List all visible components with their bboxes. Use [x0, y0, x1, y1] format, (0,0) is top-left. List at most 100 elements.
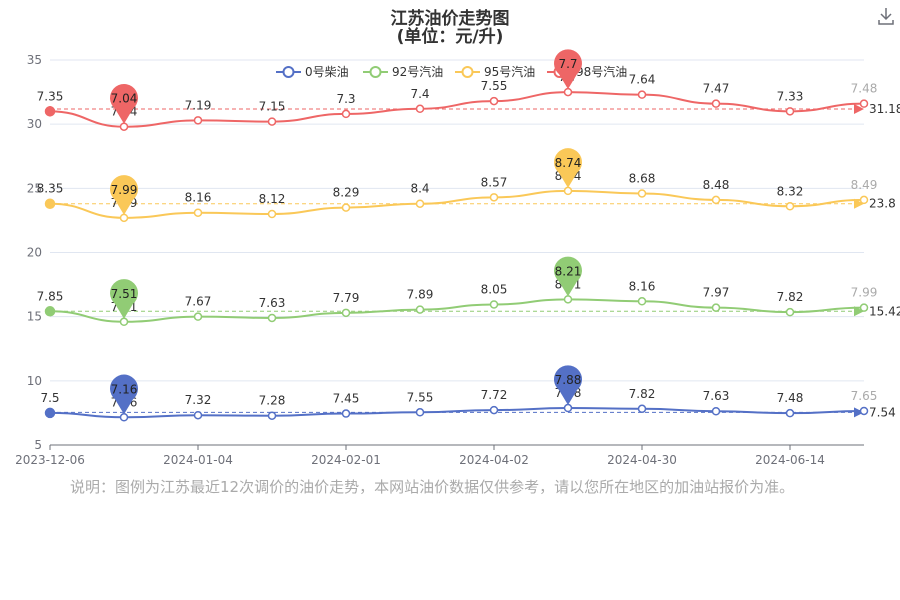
average-line-arrow [854, 407, 864, 418]
data-label: 7.48 [777, 391, 804, 405]
data-point [44, 198, 56, 209]
data-label: 7.85 [37, 289, 64, 303]
data-point [785, 307, 795, 317]
data-point [563, 295, 573, 304]
legend-item[interactable]: 0号柴油 [276, 65, 349, 79]
data-point [267, 411, 277, 420]
data-point [193, 116, 203, 125]
min-marker: 7.16 [110, 374, 138, 415]
x-tick-label: 2024-02-01 [311, 453, 381, 467]
data-label: 7.89 [407, 288, 434, 302]
data-label: 8.16 [185, 191, 212, 205]
data-label: 7.72 [481, 388, 508, 402]
data-label: 7.45 [333, 392, 360, 406]
data-label: 7.33 [777, 89, 804, 103]
data-point [341, 203, 351, 212]
data-label: 7.15 [259, 100, 286, 114]
data-point [563, 186, 573, 196]
data-label: 7.55 [481, 79, 508, 93]
data-point [785, 202, 795, 211]
data-label: 7.28 [259, 394, 286, 408]
average-label: 31.18 [869, 102, 900, 116]
y-tick-label: 10 [27, 374, 42, 388]
y-tick-label: 30 [27, 117, 42, 131]
data-point [267, 209, 277, 219]
legend-marker [461, 66, 474, 78]
legend-label: 0号柴油 [305, 65, 349, 79]
data-point [637, 404, 647, 414]
data-point [785, 107, 795, 116]
data-label: 8.35 [37, 182, 64, 196]
y-tick-label: 35 [27, 53, 42, 67]
data-label: 7.55 [407, 390, 434, 404]
data-label: 7.48 [851, 82, 878, 96]
legend-marker [369, 66, 382, 78]
legend-item[interactable]: 95号汽油 [455, 64, 535, 79]
data-point [415, 104, 425, 114]
min-marker-pin [110, 175, 139, 215]
max-marker-pin [554, 148, 582, 188]
data-point [341, 409, 351, 418]
data-label: 8.12 [259, 192, 286, 206]
average-label: 7.54 [869, 405, 896, 419]
data-point [415, 408, 425, 417]
x-tick-label: 2023-12-06 [15, 453, 85, 467]
data-point [563, 403, 573, 413]
data-point [489, 96, 499, 106]
y-tick-label: 15 [27, 310, 42, 324]
min-marker: 7.99 [110, 175, 139, 215]
data-label: 7.64 [629, 73, 656, 87]
average-line-arrow [854, 198, 864, 209]
y-tick-label: 20 [27, 246, 42, 260]
x-tick-label: 2024-01-04 [163, 453, 233, 467]
data-point [711, 99, 721, 108]
data-point [489, 193, 499, 202]
data-label: 7.63 [703, 389, 730, 403]
data-label: 8.32 [777, 184, 804, 198]
data-point [637, 90, 647, 99]
data-label: 8.05 [481, 282, 508, 296]
data-point [44, 407, 56, 419]
average-line-arrow [854, 104, 864, 115]
data-point [193, 410, 203, 420]
series-line [49, 407, 865, 419]
data-label: 8.57 [481, 175, 508, 189]
data-label: 7.32 [185, 393, 212, 407]
x-tick-label: 2024-04-30 [607, 453, 677, 467]
data-point [193, 208, 203, 217]
download-icon[interactable] [876, 6, 896, 26]
data-label: 8.49 [851, 178, 878, 192]
data-label: 7.79 [333, 291, 360, 305]
average-label: 23.8 [869, 197, 896, 211]
min-marker-label: 7.04 [111, 92, 138, 106]
average-line-arrow [854, 306, 864, 317]
x-tick-label: 2024-04-02 [459, 453, 529, 467]
data-point [341, 308, 351, 318]
min-marker-pin [110, 374, 138, 415]
data-point [267, 117, 277, 126]
max-marker: 8.74 [554, 148, 582, 188]
data-point [859, 406, 869, 416]
max-marker-label: 7.88 [555, 373, 582, 387]
data-label: 8.29 [333, 186, 360, 200]
legend-label: 95号汽油 [484, 64, 535, 79]
data-label: 7.82 [629, 387, 656, 401]
data-label: 7.19 [185, 98, 212, 112]
min-marker-label: 7.51 [111, 287, 138, 301]
data-label: 7.35 [37, 89, 64, 103]
max-marker-label: 8.21 [555, 264, 582, 278]
data-label: 8.4 [410, 182, 429, 196]
series-line [49, 298, 865, 323]
data-point [415, 199, 425, 208]
data-point [489, 405, 499, 415]
data-label: 7.5 [40, 391, 59, 405]
average-label: 15.42 [869, 304, 900, 318]
data-point [44, 306, 56, 317]
max-marker-pin [554, 49, 582, 90]
data-point [44, 106, 56, 117]
min-marker-pin [110, 84, 138, 124]
data-label: 7.67 [185, 295, 212, 309]
legend-item[interactable]: 92号汽油 [363, 64, 443, 79]
data-point [859, 303, 869, 312]
